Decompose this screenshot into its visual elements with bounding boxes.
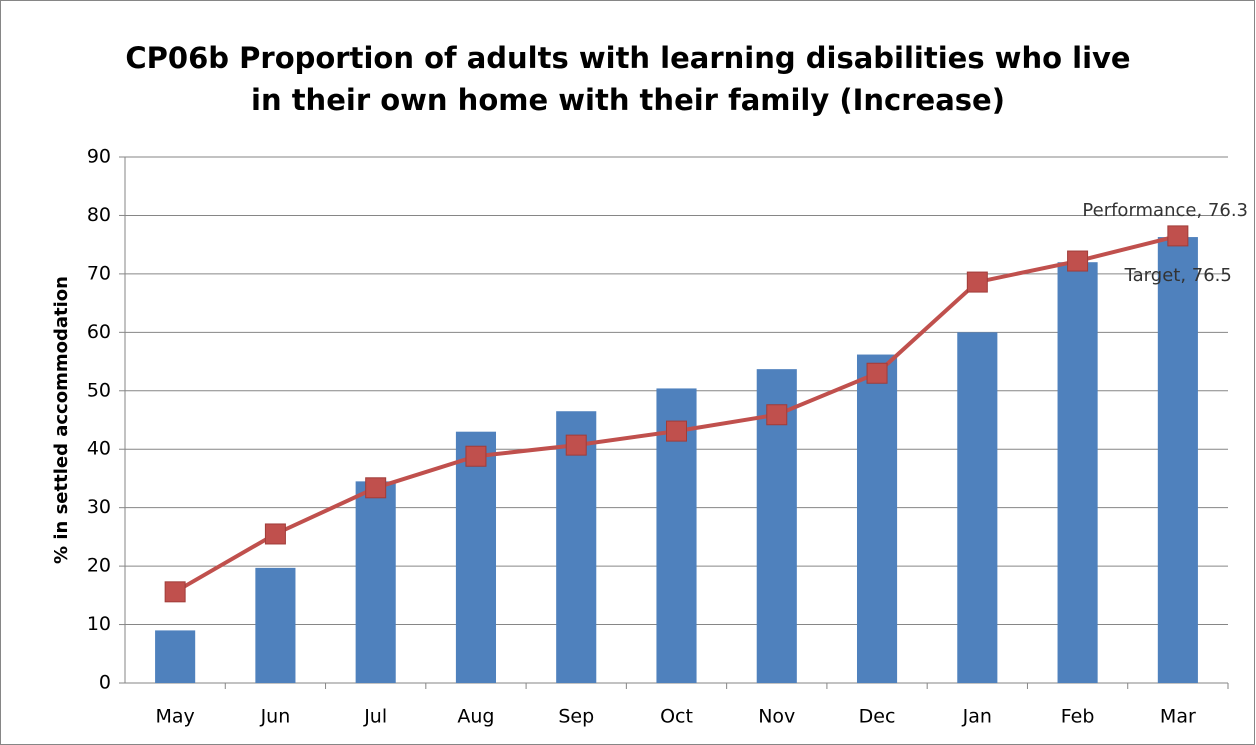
x-tick-label: Nov [758,706,795,728]
bar [556,411,597,683]
x-tick-label: Jun [260,706,291,728]
x-tick-label: Oct [660,706,693,728]
marker [766,404,788,426]
x-tick-label: May [155,706,194,728]
chart-title: in their own home with their family (Inc… [251,83,1005,117]
x-tick-label: Jul [363,706,387,728]
bar [856,354,898,683]
marker [565,434,587,456]
x-tick-label: Mar [1160,706,1196,728]
bar [1157,237,1198,683]
x-tick-label: Aug [457,706,494,728]
marker [1167,225,1189,247]
bar [1057,262,1098,683]
marker [465,445,487,467]
y-tick-label: 10 [87,613,111,635]
x-tick-label: Feb [1061,706,1095,728]
x-tick-label: Dec [859,706,896,728]
bar [155,630,196,683]
y-tick-label: 30 [87,496,111,518]
marker [866,362,888,384]
y-tick-label: 80 [87,204,111,226]
y-tick-label: 90 [87,146,111,168]
y-axis-title: % in settled accommodation [51,276,72,564]
chart-title: CP06b Proportion of adults with learning… [125,41,1130,75]
bar [355,481,396,683]
y-tick-label: 20 [87,555,111,577]
y-tick-label: 60 [87,321,111,343]
marker [164,581,186,603]
bar [957,332,998,683]
bar [255,567,296,683]
y-tick-label: 70 [87,262,111,284]
marker [264,523,286,545]
x-tick-label: Jan [962,706,992,728]
data-label: Target, 76.5 [1124,265,1232,286]
marker [1067,250,1089,272]
marker [666,420,687,442]
y-tick-label: 50 [87,379,111,401]
marker [966,271,988,293]
y-tick-label: 40 [87,438,111,460]
data-label: Performance, 76.3 [1082,200,1248,221]
x-tick-label: Sep [558,706,594,728]
marker [365,477,387,499]
y-tick-label: 0 [99,672,111,694]
bar [455,431,497,683]
